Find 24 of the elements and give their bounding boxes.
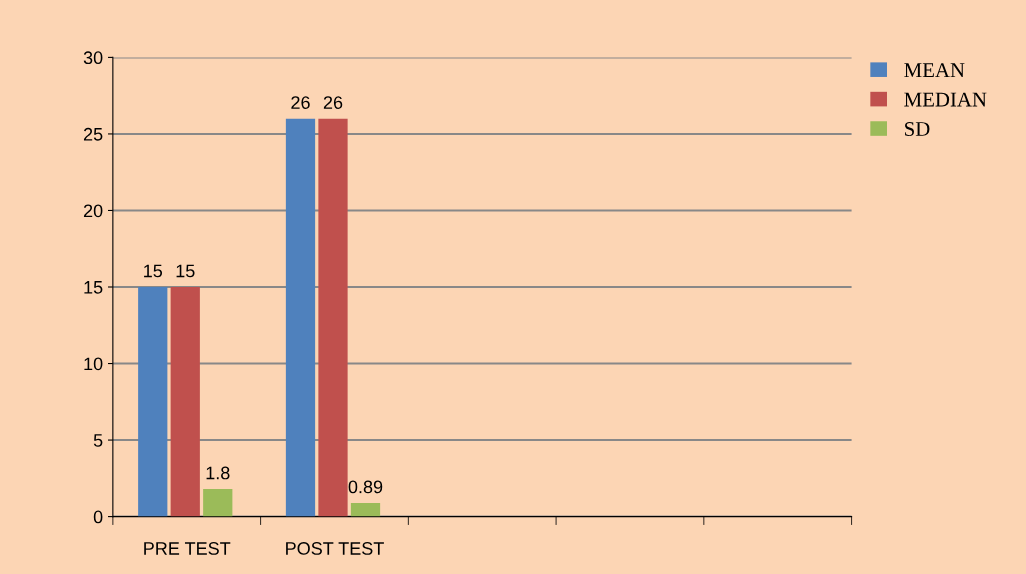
data-label: 1.8 [206, 466, 230, 480]
data-label: 15 [176, 264, 195, 278]
y-tick-label: 0 [93, 510, 103, 524]
legend-label: MEAN [904, 63, 965, 77]
y-tick-label: 25 [83, 127, 103, 141]
y-tick-label: 15 [84, 281, 103, 294]
legend-label: MEDIAN [904, 92, 987, 107]
bar [350, 502, 381, 517]
data-label: 26 [323, 96, 343, 109]
data-label: 0.89 [348, 480, 383, 494]
bar [318, 118, 348, 517]
x-tick-label: POST TEST [286, 542, 384, 555]
legend-label: SD [905, 122, 930, 137]
y-tick-label: 10 [84, 357, 103, 371]
data-label: 15 [144, 264, 163, 278]
data-label: 26 [291, 96, 310, 109]
y-tick-label: 30 [83, 51, 103, 65]
bar [203, 489, 233, 517]
x-tick-label: PRE TEST [144, 542, 231, 555]
bar [285, 118, 316, 517]
bar [170, 287, 200, 517]
y-tick-label: 20 [83, 204, 103, 218]
bar [138, 287, 168, 517]
y-tick-label: 5 [93, 434, 103, 447]
